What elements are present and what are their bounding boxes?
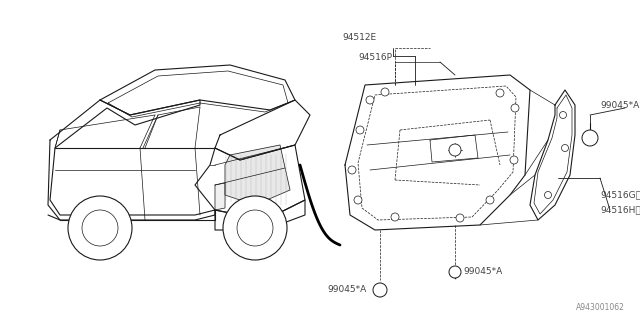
Circle shape xyxy=(561,145,568,151)
Circle shape xyxy=(381,88,389,96)
Circle shape xyxy=(373,283,387,297)
Text: 94516G〈RH〉: 94516G〈RH〉 xyxy=(600,190,640,199)
Circle shape xyxy=(348,166,356,174)
Circle shape xyxy=(582,130,598,146)
Text: A943001062: A943001062 xyxy=(576,303,625,313)
Circle shape xyxy=(496,89,504,97)
Polygon shape xyxy=(48,100,215,220)
Circle shape xyxy=(356,126,364,134)
Text: 94516H〈LH〉: 94516H〈LH〉 xyxy=(600,205,640,214)
Text: 94516P: 94516P xyxy=(358,53,392,62)
Circle shape xyxy=(237,210,273,246)
Polygon shape xyxy=(345,75,530,230)
Polygon shape xyxy=(215,200,305,230)
Circle shape xyxy=(223,196,287,260)
Polygon shape xyxy=(215,100,310,160)
Polygon shape xyxy=(225,145,290,205)
Text: 94512E: 94512E xyxy=(342,34,376,43)
Text: 99045*A: 99045*A xyxy=(600,100,639,109)
Circle shape xyxy=(82,210,118,246)
Circle shape xyxy=(559,111,566,118)
Circle shape xyxy=(456,214,464,222)
Polygon shape xyxy=(100,65,295,115)
Circle shape xyxy=(511,104,519,112)
Circle shape xyxy=(486,196,494,204)
Circle shape xyxy=(391,213,399,221)
Text: 99045*A: 99045*A xyxy=(327,285,366,294)
Circle shape xyxy=(68,196,132,260)
Circle shape xyxy=(449,266,461,278)
Polygon shape xyxy=(430,135,478,162)
Circle shape xyxy=(354,196,362,204)
Polygon shape xyxy=(215,183,225,210)
Circle shape xyxy=(366,96,374,104)
Circle shape xyxy=(545,191,552,198)
Circle shape xyxy=(449,144,461,156)
Polygon shape xyxy=(195,145,305,220)
Polygon shape xyxy=(530,90,575,220)
Circle shape xyxy=(510,156,518,164)
Text: 99045*A: 99045*A xyxy=(463,268,502,276)
